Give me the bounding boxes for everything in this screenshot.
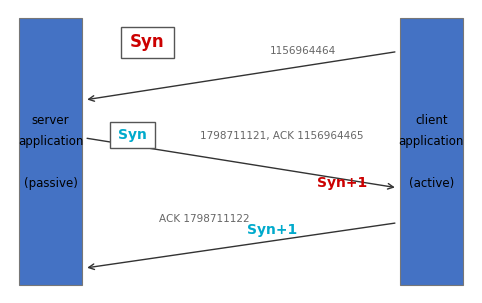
Text: 1156964464: 1156964464 <box>270 46 336 56</box>
Bar <box>19 18 82 285</box>
Text: Syn: Syn <box>130 33 164 52</box>
Bar <box>400 18 463 285</box>
FancyBboxPatch shape <box>110 122 155 148</box>
Text: 1798711121, ACK 1156964465: 1798711121, ACK 1156964465 <box>200 131 363 141</box>
Text: server
application

(passive): server application (passive) <box>18 114 83 189</box>
FancyBboxPatch shape <box>120 27 174 58</box>
Text: Syn: Syn <box>118 128 147 142</box>
Text: client
application

(active): client application (active) <box>399 114 464 189</box>
Text: ACK 1798711122: ACK 1798711122 <box>159 214 250 224</box>
Text: Syn+1: Syn+1 <box>247 223 297 237</box>
Text: Syn+1: Syn+1 <box>317 176 367 190</box>
